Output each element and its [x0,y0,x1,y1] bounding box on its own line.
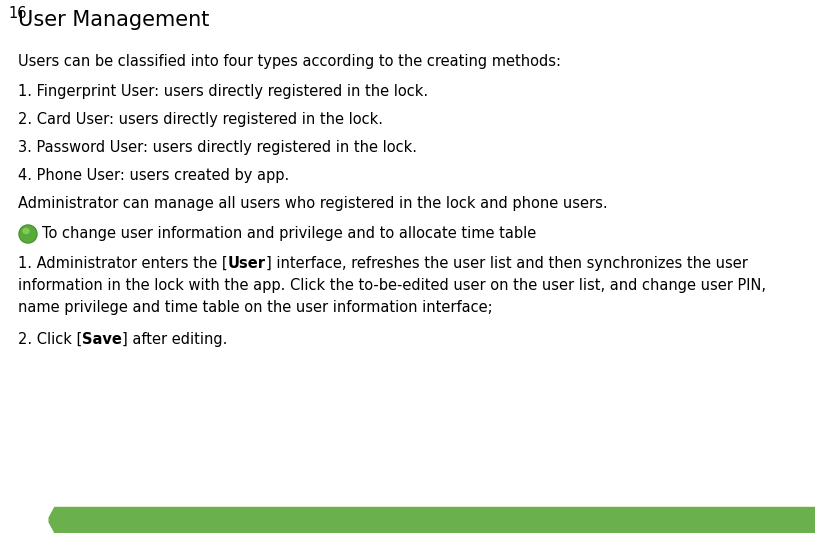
Polygon shape [48,507,55,533]
Text: Administrator can manage all users who registered in the lock and phone users.: Administrator can manage all users who r… [18,196,608,211]
Polygon shape [45,507,48,533]
Bar [55,507,815,533]
Text: name privilege and time table on the user information interface;: name privilege and time table on the use… [18,300,492,315]
Text: 2. Click [: 2. Click [ [18,332,82,347]
Bar [0,507,815,533]
Text: ] interface, refreshes the user list and then synchronizes the user: ] interface, refreshes the user list and… [266,256,747,271]
Text: User: User [227,256,266,271]
Text: Users can be classified into four types according to the creating methods:: Users can be classified into four types … [18,54,561,69]
Circle shape [19,225,37,243]
Text: User Management: User Management [18,10,209,30]
Text: 4. Phone User: users created by app.: 4. Phone User: users created by app. [18,168,289,183]
Text: 1. Fingerprint User: users directly registered in the lock.: 1. Fingerprint User: users directly regi… [18,84,428,99]
Text: 3. Password User: users directly registered in the lock.: 3. Password User: users directly registe… [18,140,417,155]
Text: To change user information and privilege and to allocate time table: To change user information and privilege… [42,226,536,241]
Text: 1. Administrator enters the [: 1. Administrator enters the [ [18,256,227,271]
Text: ] after editing.: ] after editing. [122,332,227,347]
Text: information in the lock with the app. Click the to-be-edited user on the user li: information in the lock with the app. Cl… [18,278,766,293]
Text: 16: 16 [8,5,27,20]
Circle shape [20,226,36,242]
Text: 2. Card User: users directly registered in the lock.: 2. Card User: users directly registered … [18,112,383,127]
Ellipse shape [23,229,29,233]
Text: Save: Save [82,332,122,347]
